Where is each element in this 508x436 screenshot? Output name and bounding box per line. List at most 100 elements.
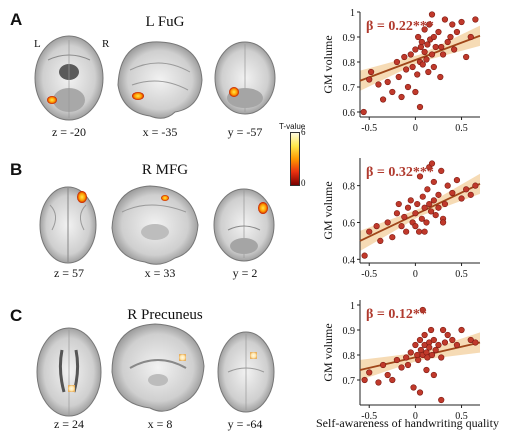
data-point: [414, 200, 421, 208]
data-point: [419, 193, 426, 200]
y-tick-label-3-2: 0.9: [343, 326, 356, 337]
data-point: [395, 200, 402, 208]
data-point: [416, 103, 424, 111]
brain-slice-c-sagittal: [111, 323, 205, 412]
data-point: [435, 341, 442, 349]
data-point: [423, 56, 430, 63]
data-point: [421, 48, 428, 56]
data-point: [404, 204, 412, 211]
data-point: [458, 195, 465, 202]
data-point: [435, 204, 442, 211]
data-point: [407, 349, 414, 356]
brain-slice-b-axial: [39, 186, 97, 264]
y-tick-label-1-0: 0.6: [343, 108, 356, 119]
y-axis-label-2: GM volume: [321, 181, 335, 239]
coord-a-3: y = -57: [227, 125, 263, 139]
y-tick-label-3-3: 1: [350, 301, 355, 312]
data-point: [412, 210, 419, 217]
data-point: [412, 46, 419, 53]
data-point: [410, 384, 417, 391]
y-axis-label-3: GM volume: [321, 323, 335, 381]
coord-c-1: z = 24: [53, 417, 85, 431]
data-point: [409, 63, 416, 71]
data-point: [430, 63, 437, 71]
data-point: [395, 73, 402, 81]
y-tick-label-1-1: 0.7: [343, 83, 356, 94]
data-point: [449, 336, 456, 344]
data-point: [401, 213, 408, 221]
data-point: [424, 186, 431, 193]
data-point: [439, 219, 447, 226]
colorbar: [290, 132, 300, 186]
data-point: [412, 88, 419, 96]
region-title-b: R MFG: [141, 162, 189, 178]
data-point: [418, 215, 425, 222]
data-point: [444, 182, 451, 189]
beta-label-3: β = 0.12**: [366, 307, 427, 322]
brain-slice-c-coronal: [217, 331, 275, 413]
colorbar-min: 0: [301, 178, 306, 188]
data-point: [379, 361, 387, 369]
data-point: [414, 71, 421, 78]
data-point: [447, 33, 454, 41]
data-point: [384, 219, 391, 226]
x-tick-label-1-1: 0: [413, 123, 418, 134]
data-point: [366, 369, 373, 376]
coord-c-3: y = -64: [227, 417, 263, 431]
panel-letter-c: C: [10, 306, 23, 325]
data-point: [428, 351, 436, 359]
data-point: [416, 336, 424, 344]
data-point: [428, 160, 436, 167]
region-title-c: R Precuneus: [127, 307, 203, 323]
data-point: [393, 58, 401, 66]
data-point: [453, 28, 461, 36]
data-point: [403, 228, 410, 235]
data-point: [472, 16, 479, 23]
x-tick-label-2-0: -0.5: [361, 269, 377, 280]
x-tick-label-3-0: -0.5: [361, 411, 377, 422]
brain-slice-a-sagittal: [117, 41, 203, 119]
data-point: [415, 33, 422, 41]
region-title-a: L FuG: [145, 14, 185, 30]
brain-slice-b-sagittal: [111, 185, 199, 265]
beta-label-1: β = 0.22***: [366, 19, 434, 34]
y-tick-label-2-2: 0.8: [343, 182, 356, 193]
data-point: [404, 361, 412, 369]
data-point: [428, 11, 436, 18]
data-point: [384, 78, 391, 86]
panel-letter-b: B: [10, 160, 23, 179]
data-point: [373, 223, 380, 230]
x-tick-label-1-0: -0.5: [361, 123, 377, 134]
data-point: [401, 53, 408, 61]
y-tick-label-1-2: 0.8: [343, 58, 356, 69]
y-axis-label-1: GM volume: [321, 35, 335, 93]
data-point: [398, 364, 405, 371]
y-tick-label-3-0: 0.7: [343, 376, 356, 387]
data-point: [393, 356, 401, 364]
data-point: [451, 46, 458, 53]
data-point: [423, 349, 430, 356]
data-point: [412, 223, 419, 230]
data-point: [415, 228, 423, 235]
data-point: [439, 326, 447, 334]
data-point: [463, 53, 470, 61]
data-point: [449, 21, 456, 28]
data-point: [438, 354, 445, 361]
data-point: [360, 108, 367, 116]
fit-line-1: [359, 34, 481, 82]
data-point: [361, 376, 368, 384]
brain-slice-a-axial: [34, 35, 104, 121]
data-point: [403, 66, 410, 73]
data-point: [379, 96, 387, 103]
data-point: [375, 81, 382, 88]
data-point: [414, 351, 421, 359]
data-point: [453, 341, 461, 349]
data-point: [427, 208, 435, 215]
data-point: [389, 376, 396, 384]
data-point: [427, 326, 435, 334]
data-point: [441, 339, 449, 346]
data-point: [432, 212, 439, 219]
data-point: [428, 51, 436, 58]
data-point: [430, 33, 437, 41]
